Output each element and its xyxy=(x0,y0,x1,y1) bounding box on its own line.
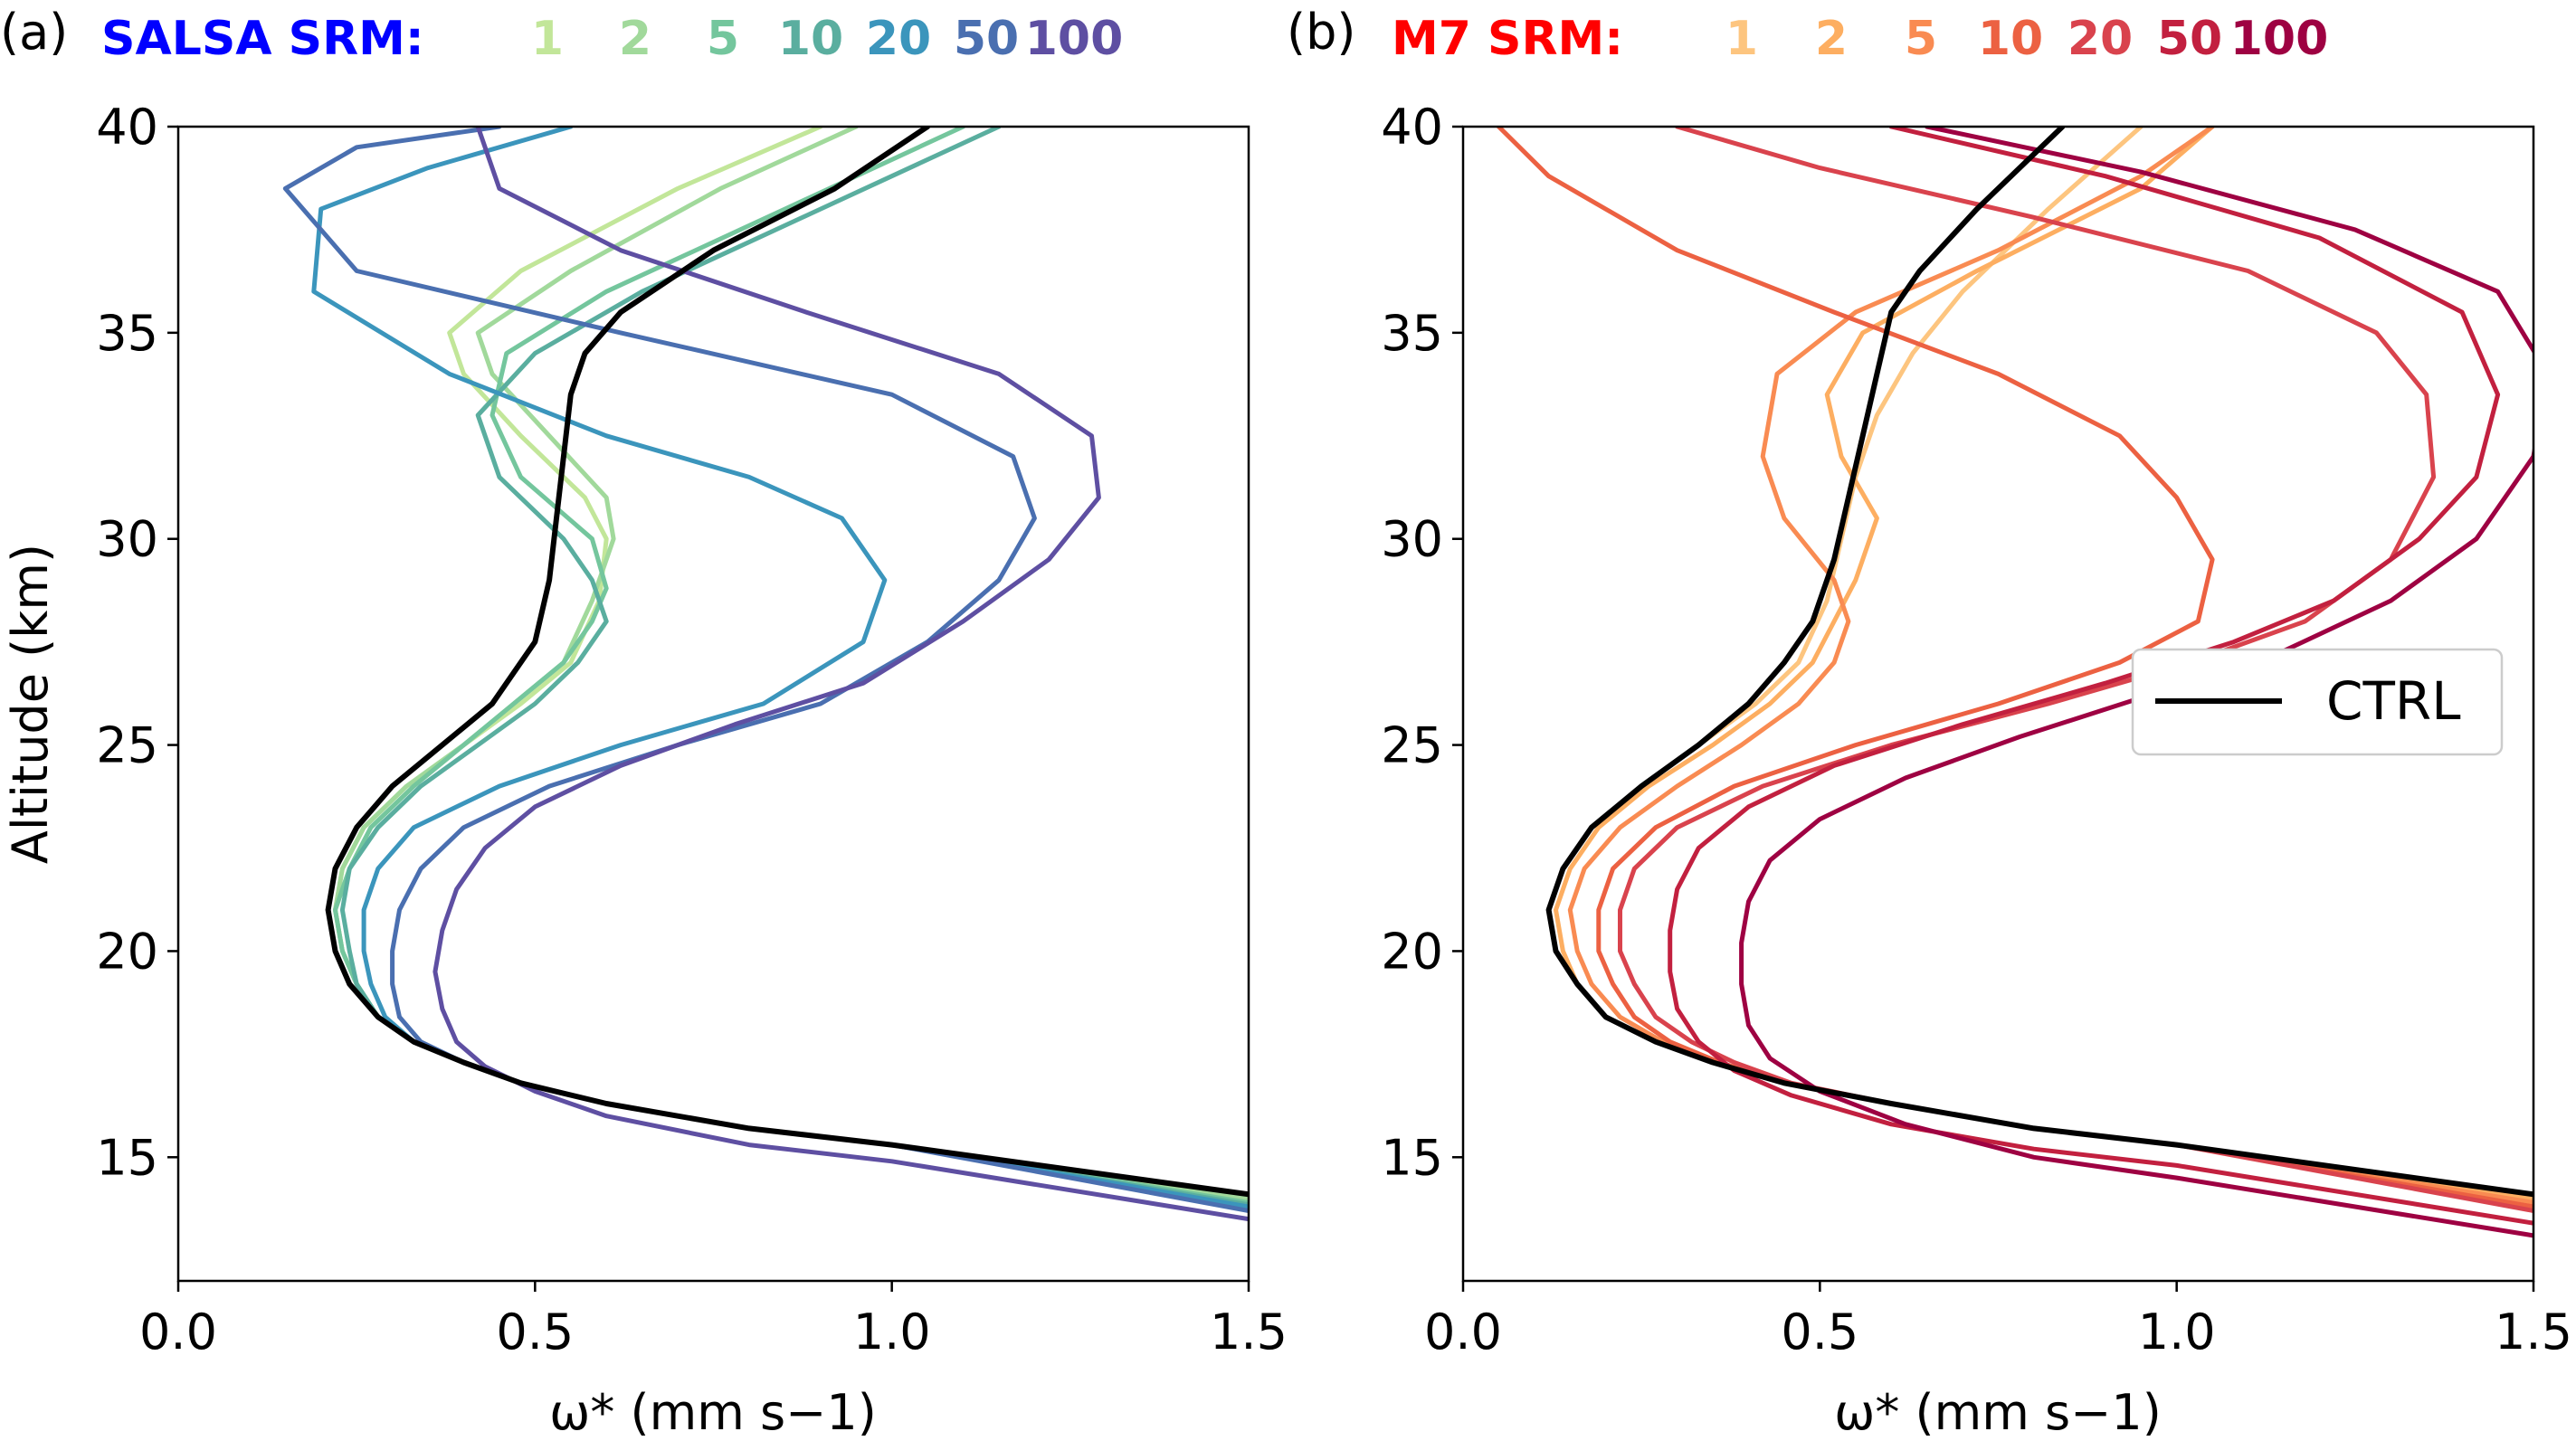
series-line-ctrl xyxy=(325,127,1249,1198)
x-tick-label: 1.5 xyxy=(2495,1304,2572,1360)
panel-b-plot-frame xyxy=(1461,125,2535,1283)
series-line-srm-1 xyxy=(333,127,1249,1197)
y-tick-label: 35 xyxy=(1381,305,1443,362)
panel-a-plot-frame xyxy=(176,125,1250,1283)
panel-a-legend-title: SALSA SRM: xyxy=(101,12,424,66)
y-tick-label: 30 xyxy=(96,511,158,568)
legend-header-value: 50 xyxy=(954,12,1019,66)
y-tick-label: 20 xyxy=(96,923,158,980)
x-tick-label: 0.5 xyxy=(1781,1304,1858,1360)
y-tick-label: 40 xyxy=(1381,99,1443,156)
series-line-srm-10 xyxy=(339,127,1249,1208)
legend-header-value: 20 xyxy=(2067,12,2133,66)
legend-header-value: 2 xyxy=(1815,12,1848,66)
panel-b-label: (b) xyxy=(1287,4,1355,61)
y-tick-label: 15 xyxy=(1381,1129,1443,1186)
series-line-srm-2 xyxy=(333,127,1249,1201)
y-tick-label: 35 xyxy=(96,305,158,362)
panel-b-series-layer xyxy=(1496,127,2533,1238)
y-tick-label: 15 xyxy=(96,1129,158,1186)
ctrl-legend-box: CTRL xyxy=(2131,648,2504,756)
y-tick-label: 20 xyxy=(1381,923,1443,980)
y-tick-label: 40 xyxy=(96,99,158,156)
series-line-ctrl xyxy=(1545,127,2533,1198)
legend-header-value: 2 xyxy=(619,12,651,66)
legend-header-value: 1 xyxy=(1725,12,1758,66)
legend-header-value: 50 xyxy=(2157,12,2222,66)
ctrl-legend-label: CTRL xyxy=(2326,670,2461,732)
panel-a-label: (a) xyxy=(0,4,68,61)
legend-header-value: 1 xyxy=(531,12,564,66)
series-line-srm-5 xyxy=(333,127,1249,1205)
legend-header-value: 10 xyxy=(778,12,843,66)
legend-header-value: 100 xyxy=(1025,12,1124,66)
panel-b-legend-title: M7 SRM: xyxy=(1392,12,1623,66)
panel-a-y-ticks: 15 20 25 30 35 40 xyxy=(96,99,178,1186)
x-tick-label: 1.5 xyxy=(1210,1304,1288,1360)
panel-b: (b) M7 SRM: 1 2 5 10 20 50 100 0.0 0.5 1.0 1.5 15… xyxy=(1287,4,2572,1441)
x-tick-label: 0.0 xyxy=(1424,1304,1502,1360)
series-line-srm-50 xyxy=(1668,127,2533,1226)
panel-b-y-ticks: 15 20 25 30 35 40 xyxy=(1381,99,1463,1186)
panel-a-legend-header: SALSA SRM: 1 2 5 10 20 50 100 xyxy=(101,12,1123,66)
ctrl-legend-frame xyxy=(2131,648,2504,756)
series-line-srm-100 xyxy=(1739,127,2533,1238)
panel-b-x-axis-title: ω* (mm s−1) xyxy=(1834,1384,2162,1441)
panel-b-x-ticks: 0.0 0.5 1.0 1.5 xyxy=(1424,1281,2572,1360)
panel-b-legend-header: M7 SRM: 1 2 5 10 20 50 100 xyxy=(1392,12,2328,66)
x-tick-label: 1.0 xyxy=(2138,1304,2216,1360)
x-tick-label: 0.0 xyxy=(139,1304,217,1360)
x-tick-label: 1.0 xyxy=(853,1304,931,1360)
y-tick-label: 30 xyxy=(1381,511,1443,568)
x-tick-label: 0.5 xyxy=(496,1304,574,1360)
panel-a-x-ticks: 0.0 0.5 1.0 1.5 xyxy=(139,1281,1288,1360)
series-line-srm-20 xyxy=(311,127,1249,1209)
panel-a: (a) SALSA SRM: 1 2 5 10 20 50 100 0.0 0.5 1.0 1.5… xyxy=(0,4,1288,1441)
panel-a-x-axis-title: ω* (mm s−1) xyxy=(549,1384,877,1441)
series-line-srm-100 xyxy=(433,127,1249,1222)
panel-a-y-axis-title: Altitude (km) xyxy=(2,544,59,864)
y-tick-label: 25 xyxy=(96,717,158,774)
y-tick-label: 25 xyxy=(1381,717,1443,774)
legend-header-value: 100 xyxy=(2230,12,2329,66)
legend-header-value: 10 xyxy=(1978,12,2043,66)
legend-header-value: 5 xyxy=(707,12,739,66)
panel-a-series-layer xyxy=(282,127,1249,1222)
legend-header-value: 20 xyxy=(866,12,931,66)
legend-header-value: 5 xyxy=(1905,12,1937,66)
